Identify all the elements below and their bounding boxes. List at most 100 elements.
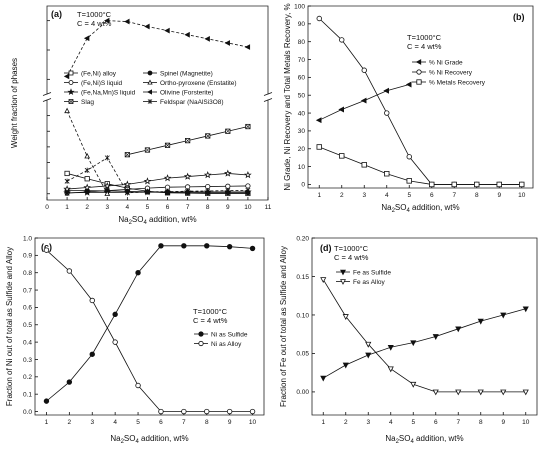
x-tick-label: 9 — [228, 419, 232, 426]
annotation: T=1000°C — [407, 33, 442, 42]
legend-entry: % Ni Recovery — [412, 69, 473, 76]
legend-entry: Ortho-pyroxene (Enstatite) — [143, 79, 237, 87]
x-tick-label: 6 — [166, 204, 170, 211]
y-tick-label: 10 — [298, 164, 306, 171]
legend-marker — [198, 331, 204, 337]
legend-marker — [416, 79, 422, 85]
series-line — [46, 245, 253, 402]
y-tick-label: 20 — [298, 146, 306, 153]
data-point — [135, 382, 141, 389]
data-point — [226, 243, 233, 250]
data-point — [64, 107, 70, 114]
series-olivine-forsterite- — [63, 17, 251, 80]
series-fe-as-alloy — [320, 277, 529, 396]
data-point — [342, 362, 349, 369]
legend-entry: Slag — [64, 99, 94, 106]
y-ticks: 0.00 0.05 0.10 0.15 0.20 — [296, 235, 315, 396]
series-ni-as-sulfide — [43, 243, 256, 404]
data-point — [244, 44, 251, 50]
x-tick-label: 5 — [411, 419, 415, 426]
legend-marker — [68, 80, 74, 85]
annotation: T=1000°C — [193, 307, 228, 316]
data-point — [144, 189, 150, 195]
plot-frame — [307, 5, 534, 189]
data-point — [338, 106, 344, 113]
legend-label: Spinel (Magnetite) — [160, 70, 213, 77]
x-tick-label: 9 — [226, 204, 230, 211]
data-point — [315, 117, 322, 124]
data-point — [124, 152, 130, 158]
series-line — [67, 190, 248, 193]
data-point — [164, 27, 170, 34]
x-tick-label: 6 — [434, 419, 438, 426]
x-tick-label: 7 — [456, 419, 460, 426]
legend-label: (Fe,Ni)S liquid — [81, 80, 123, 87]
x-axis-label-part: addition, wt% — [147, 215, 197, 224]
data-point — [184, 31, 190, 38]
x-axis-label-part: Na — [381, 203, 392, 212]
panel-a: 0 1 2 3 4 5 6 7 8 9 10 11 Weight fraction of phases N… — [10, 5, 273, 226]
data-point — [84, 167, 90, 173]
x-tick-label: 1 — [45, 419, 49, 426]
y-tick-label: 60 — [298, 75, 306, 82]
data-point — [204, 408, 210, 415]
annotation: C = 4 wt% — [77, 19, 112, 28]
data-point — [89, 297, 95, 304]
data-point — [225, 183, 231, 189]
x-tick-label: 10 — [249, 419, 257, 426]
x-tick-label: 6 — [430, 192, 434, 199]
legend-entry: Ni as Alloy — [194, 341, 242, 348]
y-tick-label: 70 — [298, 57, 306, 64]
data-point — [89, 351, 95, 357]
y-tick-label: 40 — [298, 110, 306, 117]
x-ticks: 0 1 2 3 4 5 6 7 8 9 10 11 — [45, 197, 272, 211]
legend-marker — [198, 340, 204, 347]
legend-marker — [146, 89, 152, 95]
x-tick-label: 4 — [113, 419, 117, 426]
data-point — [361, 162, 367, 168]
data-point — [244, 171, 252, 179]
x-axis-label-part: 4 — [135, 439, 139, 445]
x-axis-label-part: addition, wt% — [414, 434, 464, 443]
y-ticks: 0 10 20 30 40 50 60 70 80 90 100 — [294, 3, 311, 189]
x-axis-label-part: 4 — [406, 208, 410, 214]
data-point — [477, 389, 484, 396]
data-point — [83, 35, 90, 42]
x-tick-label: 2 — [340, 192, 344, 199]
panel-label: (b) — [513, 12, 525, 22]
y-tick-label: 0.10 — [296, 312, 309, 319]
axis-break-gap — [44, 94, 50, 100]
data-point — [410, 381, 417, 388]
x-axis-label-part: SO — [395, 203, 407, 212]
panel-c: 1 2 3 4 5 6 7 8 9 100.00.10.20.30.40.50.60.70.80.… — [5, 235, 265, 445]
data-point — [135, 270, 141, 276]
y-axis-label: Ni Grade, Ni Recovery and Total Metals R… — [283, 3, 292, 190]
plot-frame — [34, 237, 265, 416]
legend-marker — [67, 88, 75, 96]
x-axis-label-part: Na — [110, 434, 121, 443]
data-point — [84, 176, 90, 182]
x-axis-label-part: addition, wt% — [139, 434, 189, 443]
x-tick-label: 2 — [344, 419, 348, 426]
y-tick-label: 0.0 — [23, 409, 32, 416]
data-point — [43, 398, 50, 404]
data-point — [163, 174, 172, 182]
y-tick-label: 0.3 — [23, 357, 32, 364]
data-point — [124, 18, 130, 25]
legend-marker — [147, 79, 153, 85]
x-axis-label: Na2SO4 addition, wt% — [118, 215, 196, 226]
data-point — [226, 408, 233, 415]
data-point — [43, 247, 50, 253]
data-point — [112, 311, 118, 318]
x-tick-label: 4 — [389, 419, 393, 426]
data-point — [384, 110, 390, 116]
data-point — [316, 144, 322, 150]
x-tick-label: 6 — [159, 419, 163, 426]
data-point — [165, 188, 171, 195]
x-tick-label: 7 — [452, 192, 456, 199]
data-point — [245, 187, 251, 193]
annotation: C = 4 wt% — [407, 42, 442, 51]
legend-marker — [147, 70, 153, 76]
data-point — [205, 188, 211, 194]
legend-label: (Fe,Ni) alloy — [81, 70, 117, 77]
